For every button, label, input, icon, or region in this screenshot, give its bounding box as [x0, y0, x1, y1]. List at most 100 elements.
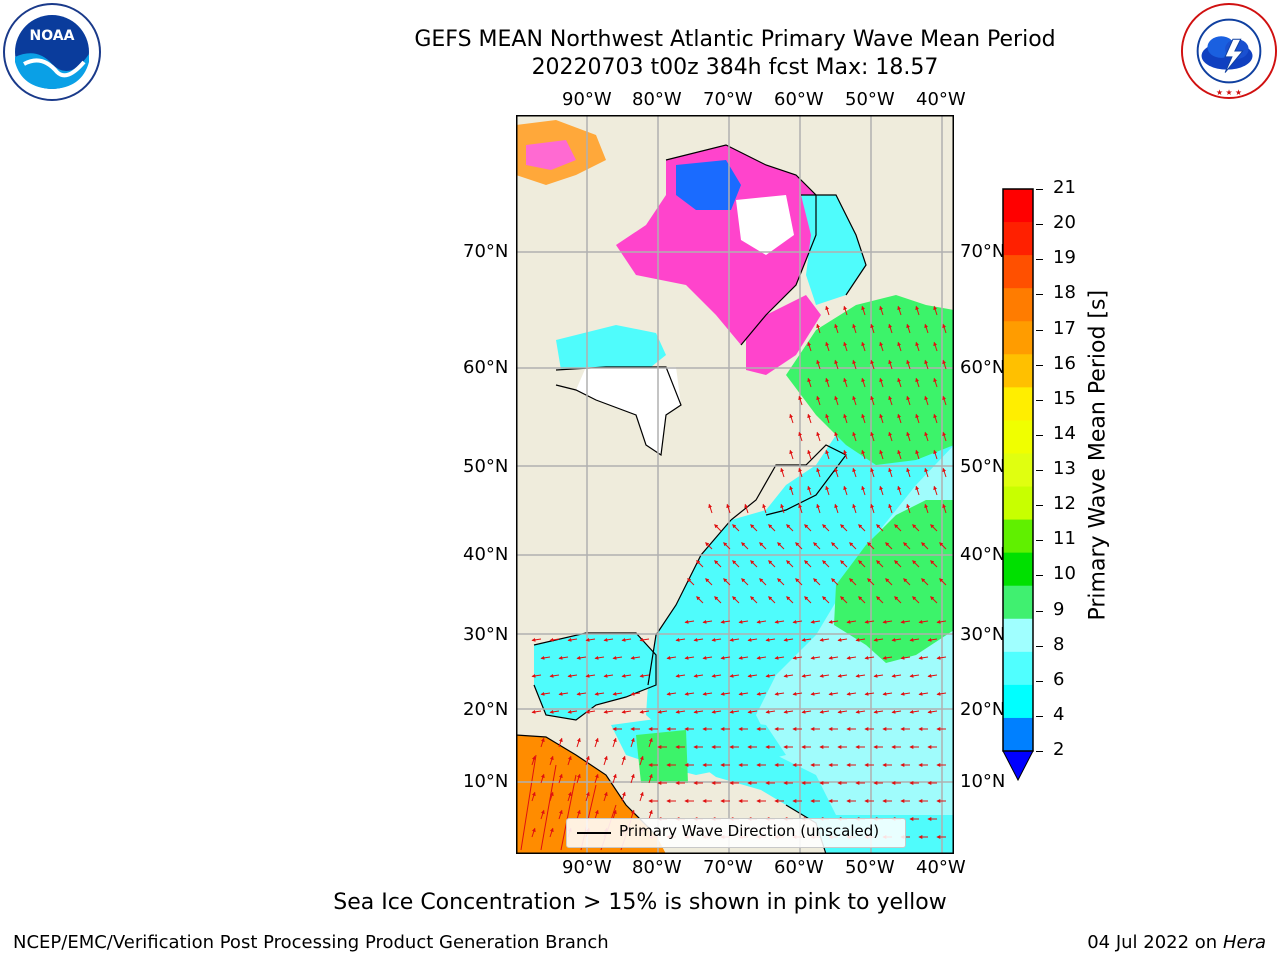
wave-arrow — [906, 395, 911, 406]
wave-arrow — [930, 596, 938, 604]
wave-arrow — [549, 673, 560, 678]
wave-arrow — [870, 431, 875, 442]
arctic-ice-west-pink — [526, 140, 576, 170]
wave-arrow — [852, 467, 857, 478]
wave-arrow — [750, 524, 758, 532]
wave-arrow — [897, 449, 902, 460]
wave-arrow — [915, 341, 920, 352]
wave-arrow — [900, 691, 911, 696]
wave-arrow — [861, 413, 866, 424]
map-panel — [516, 115, 954, 854]
wave-arrow — [822, 596, 830, 604]
wave-arrow — [666, 691, 677, 696]
nws-logo: ★ ★ ★ — [1180, 2, 1278, 100]
wave-arrow — [888, 467, 893, 478]
colorbar-segment — [1003, 684, 1033, 719]
wave-arrow — [639, 755, 644, 766]
wave-arrow — [852, 431, 857, 442]
wave-arrow — [786, 524, 794, 532]
wave-arrow — [786, 596, 794, 604]
footer-credit: NCEP/EMC/Verification Post Processing Pr… — [13, 932, 609, 953]
wave-arrow — [816, 467, 821, 478]
colorbar-tick-mark — [1036, 505, 1043, 507]
lon-label-bottom-40w: 40°W — [916, 857, 966, 878]
lat-label-right-20n: 20°N — [960, 699, 1006, 720]
wave-arrow — [621, 673, 632, 678]
wave-arrow — [861, 341, 866, 352]
wave-arrow — [918, 691, 929, 696]
wave-arrow — [567, 673, 578, 678]
wave-arrow — [837, 673, 848, 678]
wave-arrow — [567, 755, 572, 766]
wave-arrow — [549, 637, 560, 642]
wave-arrow — [810, 619, 821, 624]
wave-arrow — [801, 673, 812, 678]
wave-arrow — [639, 637, 650, 642]
wave-arrow — [783, 673, 794, 678]
wave-arrow — [933, 413, 938, 424]
wave-arrow — [768, 596, 776, 604]
wave-arrow — [882, 691, 893, 696]
wave-arrow — [774, 691, 785, 696]
wave-arrow — [906, 323, 911, 334]
wave-arrow — [558, 773, 563, 784]
wave-arrow — [540, 737, 545, 748]
wave-arrow — [843, 341, 848, 352]
wave-arrow — [873, 673, 884, 678]
wave-arrow — [798, 503, 803, 514]
wave-arrow — [612, 691, 623, 696]
wave-arrow — [531, 709, 542, 714]
wave-arrow — [531, 827, 536, 838]
wave-arrow — [639, 673, 650, 678]
wave-arrow — [531, 637, 542, 642]
colorbar-extend-triangle — [1002, 750, 1034, 782]
wave-arrow — [558, 691, 569, 696]
lon-label-bottom-50w: 50°W — [845, 857, 895, 878]
wave-arrow — [714, 596, 722, 604]
colorbar-tick-mark — [1036, 610, 1043, 612]
wave-arrow — [804, 560, 812, 568]
wave-arrow — [549, 755, 554, 766]
wave-arrow — [846, 691, 857, 696]
wave-arrow — [585, 673, 596, 678]
colorbar-segment — [1003, 618, 1033, 653]
wave-arrow — [768, 560, 776, 568]
wave-arrow — [756, 655, 767, 660]
wave-arrow — [852, 503, 857, 514]
wave-arrow — [750, 560, 758, 568]
wave-arrow — [828, 655, 839, 660]
wave-arrow — [540, 809, 545, 820]
wave-arrow — [777, 578, 785, 586]
wave-arrow — [567, 637, 578, 642]
colorbar — [1002, 188, 1034, 782]
wave-arrow — [693, 637, 704, 642]
wave-arrow — [714, 560, 722, 568]
wave-arrow — [612, 809, 617, 820]
wave-arrow — [852, 323, 857, 334]
wave-arrow — [903, 578, 911, 586]
wave-arrow — [789, 449, 794, 460]
wave-arrow — [858, 560, 866, 568]
wave-arrow — [696, 560, 704, 568]
wave-arrow — [810, 691, 821, 696]
wave-arrow — [792, 619, 803, 624]
wave-arrow — [594, 809, 599, 820]
wave-arrow — [873, 709, 884, 714]
colorbar-frame — [1002, 188, 1034, 752]
colorbar-tick-label: 20 — [1053, 212, 1076, 234]
wave-arrow — [576, 809, 581, 820]
wave-arrow — [657, 709, 668, 714]
wave-arrow — [858, 524, 866, 532]
wave-arrow — [873, 637, 884, 642]
colorbar-segment — [1003, 519, 1033, 554]
wave-arrow — [723, 542, 731, 550]
wave-arrow — [897, 413, 902, 424]
wave-arrow — [756, 691, 767, 696]
footer-host: Hera — [1222, 932, 1266, 953]
wave-arrow — [936, 619, 947, 624]
wave-arrow — [861, 377, 866, 388]
wave-arrow — [834, 431, 839, 442]
wave-arrow — [894, 524, 902, 532]
wave-arrow — [888, 323, 893, 334]
wave-arrow — [783, 637, 794, 642]
